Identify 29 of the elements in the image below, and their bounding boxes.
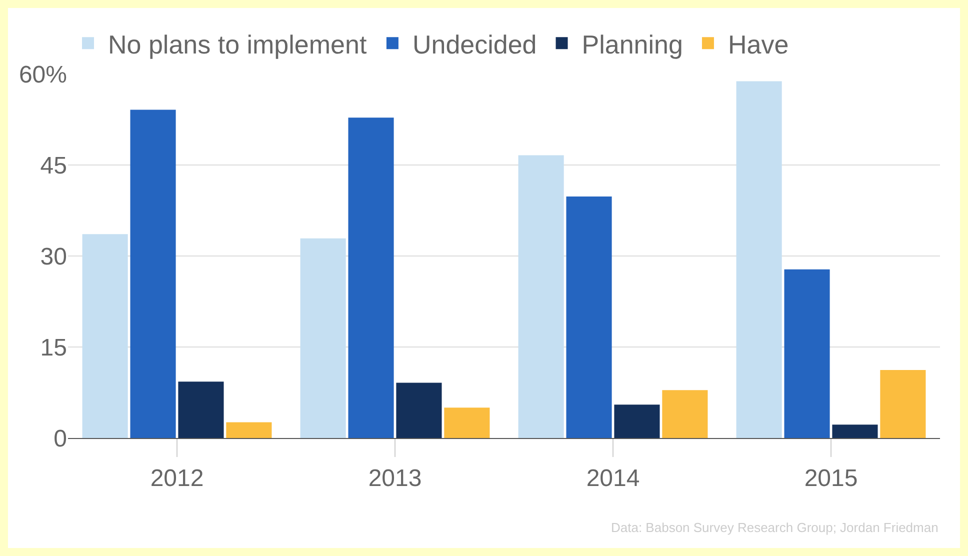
x-tick-label: 2015 <box>804 464 858 492</box>
x-tick-label: 2014 <box>586 464 640 492</box>
legend-label: Have <box>728 29 789 60</box>
legend-label: Undecided <box>412 29 537 60</box>
bar <box>130 110 176 438</box>
y-tick-label: 0 <box>54 425 67 452</box>
legend-label: Planning <box>582 29 683 60</box>
y-tick-label: 45 <box>40 152 67 180</box>
bar <box>226 422 272 438</box>
y-tick-label: 30 <box>40 243 67 270</box>
bar <box>614 404 660 438</box>
bar <box>348 118 394 438</box>
bar <box>566 196 612 438</box>
bar <box>784 269 830 438</box>
bar <box>518 155 564 438</box>
bar <box>832 424 878 438</box>
y-tick-label: 60% <box>18 61 67 88</box>
bar <box>396 382 442 438</box>
bar <box>880 370 926 438</box>
legend-label: No plans to implement <box>108 29 368 60</box>
bar <box>300 238 346 438</box>
y-tick-label: 15 <box>40 334 67 362</box>
bar <box>178 382 224 438</box>
x-tick-label: 2012 <box>150 464 204 492</box>
bar <box>736 81 782 438</box>
bar <box>662 390 708 438</box>
bar <box>444 408 490 438</box>
bar <box>82 234 128 438</box>
x-tick-label: 2013 <box>368 464 422 492</box>
